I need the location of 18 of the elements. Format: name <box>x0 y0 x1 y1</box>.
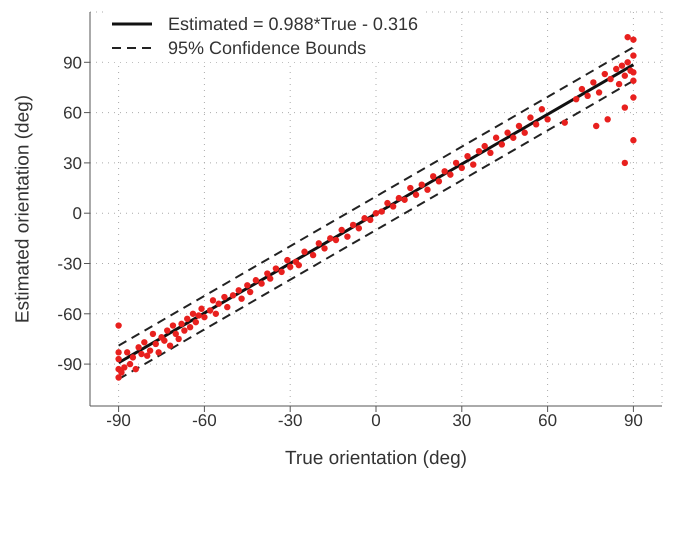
y-tick-label: 0 <box>72 204 82 224</box>
y-tick-label: 90 <box>63 53 82 72</box>
y-tick-label: 30 <box>63 154 82 173</box>
x-tick-label: -30 <box>278 411 302 430</box>
y-axis-title: Estimated orientation (deg) <box>12 94 34 324</box>
x-tick-label: -90 <box>106 411 131 430</box>
y-tick-label: -60 <box>57 304 82 324</box>
x-axis-title: True orientation (deg) <box>284 448 468 469</box>
x-tick-label: 30 <box>452 411 472 430</box>
legend-label: Estimated = 0.988*True - 0.316 <box>168 14 418 34</box>
y-tick-label: 60 <box>63 104 82 123</box>
x-tick-label: 0 <box>371 411 381 430</box>
y-tick-label: -30 <box>57 254 82 274</box>
y-tick-label: -90 <box>57 355 82 374</box>
x-tick-label: -60 <box>192 411 217 430</box>
x-tick-label: 90 <box>624 411 643 430</box>
legend-label: 95% Confidence Bounds <box>168 38 366 58</box>
x-tick-label: 60 <box>538 411 558 430</box>
